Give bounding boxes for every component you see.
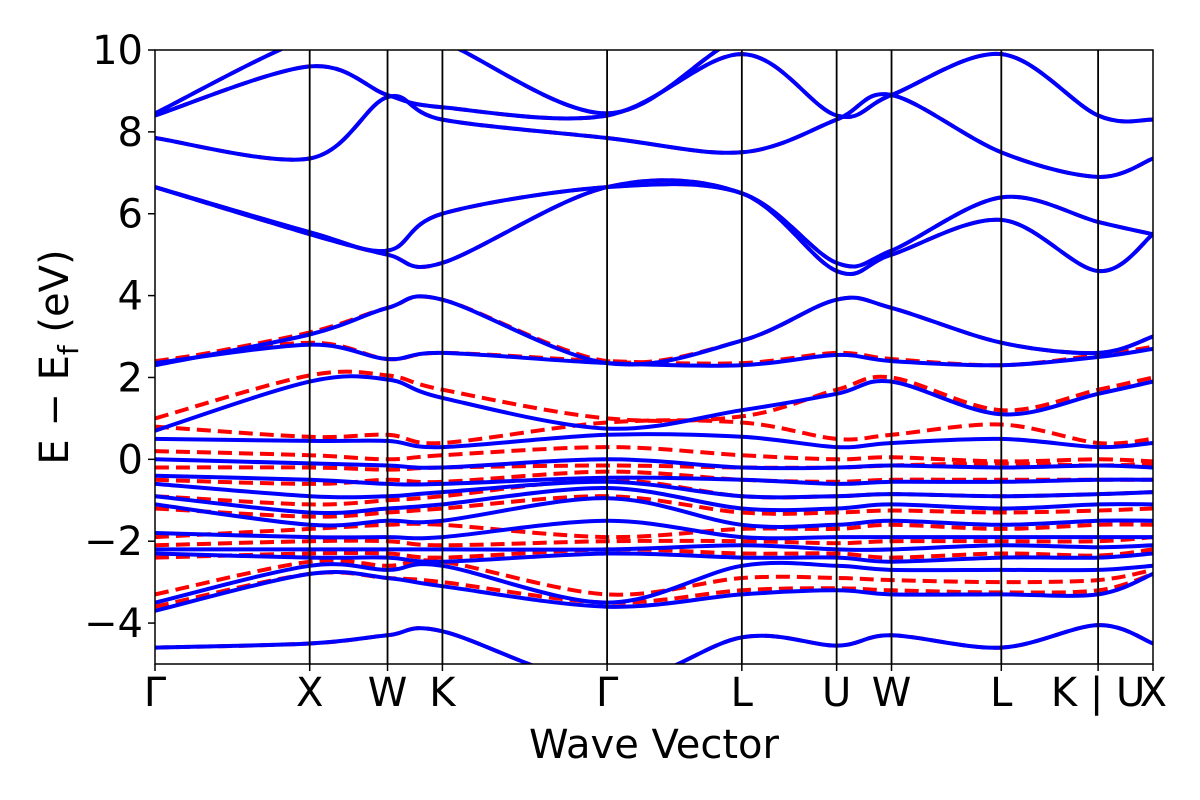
y-tick-label: 4: [118, 274, 143, 320]
band-line-solid-17: [155, 92, 1153, 179]
y-axis-label-unit: (eV): [32, 249, 78, 345]
x-tick-label: W: [872, 670, 912, 716]
band-line-solid-7: [155, 485, 1153, 515]
band-line-solid-11: [155, 432, 1153, 450]
band-line-solid-12: [155, 374, 1153, 433]
kpoint-lines: [308, 50, 1100, 664]
y-ticks: −4 −2 0 2 4 6 8 10: [84, 28, 155, 647]
band-line-dashed-5: [155, 521, 1153, 540]
x-tick-label: W: [368, 670, 408, 716]
x-axis-label: Wave Vector: [529, 722, 780, 768]
x-tick-label: L: [731, 670, 754, 716]
band-line-dashed-2: [155, 558, 1153, 597]
y-axis-label: E − Ef (eV): [32, 249, 85, 464]
band-line-solid-3: [155, 551, 1153, 564]
x-tick-label: L: [990, 670, 1013, 716]
band-line-solid-9: [155, 473, 1153, 487]
x-tick-label: K | U: [1051, 670, 1145, 716]
x-tick-label: X: [296, 670, 323, 716]
band-line-solid-4: [155, 543, 1153, 552]
y-tick-label: 0: [118, 437, 143, 483]
band-line-dashed-3: [155, 547, 1153, 560]
x-tick-label: Γ: [144, 670, 167, 716]
band-line-solid-18: [155, 51, 1153, 124]
x-tick-label: X: [1140, 670, 1167, 716]
band-line-solid-8: [155, 479, 1153, 500]
y-tick-label: 10: [92, 28, 143, 74]
y-tick-label: −4: [84, 601, 143, 647]
band-line-dashed-6: [155, 494, 1153, 519]
band-line-solid-2: [155, 560, 1153, 605]
band-line-solid-19: [155, 50, 722, 116]
x-tick-label: Γ: [596, 670, 619, 716]
x-tick-label: K: [429, 670, 457, 716]
band-line-solid-0: [155, 623, 1153, 664]
band-line-dashed-4: [155, 535, 1153, 548]
y-tick-label: −2: [84, 519, 143, 565]
band-line-solid-13: [155, 342, 1153, 368]
band-line-solid-16: [155, 182, 1153, 269]
y-axis-label-main: E − E: [32, 355, 78, 465]
plot-frame: [154, 49, 1154, 665]
band-line-solid-6: [155, 496, 1153, 529]
y-axis-label-subscript: f: [52, 344, 85, 355]
band-line-solid-1: [155, 570, 1153, 613]
band-line-solid-5: [155, 518, 1153, 541]
x-tick-label: U: [822, 670, 851, 716]
band-line-dashed-11: [155, 418, 1153, 446]
series-solid: [155, 50, 1153, 664]
y-tick-label: 2: [118, 355, 143, 401]
y-tick-label: 8: [118, 110, 143, 156]
band-line-dashed-10: [155, 445, 1153, 464]
y-tick-label: 6: [118, 192, 143, 238]
band-line-dashed-12: [155, 369, 1153, 423]
band-line-solid-10: [155, 457, 1153, 471]
